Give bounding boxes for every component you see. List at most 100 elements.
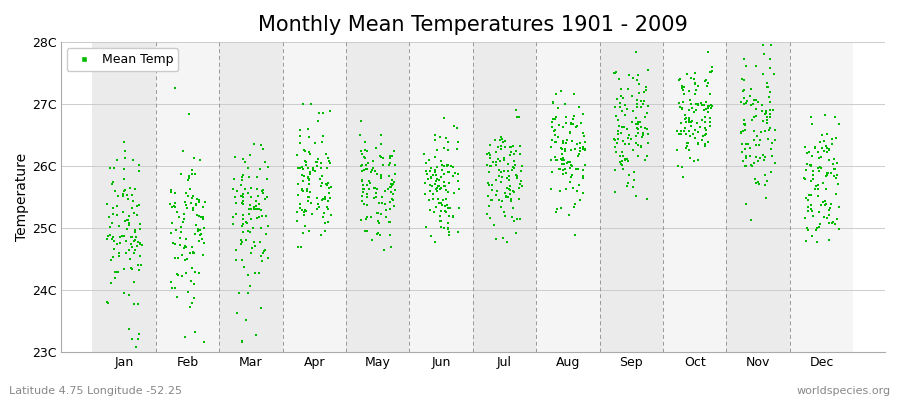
Point [703, 68, 717, 75]
Point [564, 172, 579, 178]
Point [800, 150, 814, 156]
Point [738, 127, 752, 134]
Bar [283, 42, 346, 352]
Point [491, 156, 505, 162]
Point [563, 120, 578, 126]
Point [241, 272, 256, 278]
Point [235, 192, 249, 199]
Point [626, 168, 641, 175]
Point [678, 115, 692, 122]
Point [321, 185, 336, 192]
Point [421, 197, 436, 203]
Point [436, 179, 451, 185]
Point [299, 208, 313, 215]
Point [302, 228, 317, 234]
Point [310, 206, 325, 212]
Point [192, 212, 206, 219]
Point [503, 152, 517, 158]
Point [503, 191, 517, 198]
Point [104, 236, 119, 242]
Point [175, 272, 189, 279]
Point [130, 203, 144, 209]
Point [428, 204, 443, 210]
Point [499, 194, 513, 201]
Point [549, 114, 563, 120]
Point [758, 111, 772, 118]
Point [554, 157, 569, 163]
Point [195, 204, 210, 210]
Point [555, 146, 570, 152]
Point [257, 247, 272, 254]
Point [360, 194, 374, 200]
Point [384, 153, 399, 160]
Point [806, 120, 820, 127]
Point [501, 176, 516, 183]
Point [824, 220, 839, 226]
Point [484, 163, 499, 170]
Point [688, 91, 703, 98]
Point [428, 132, 443, 139]
Point [388, 171, 402, 177]
Point [441, 139, 455, 145]
Point [291, 192, 305, 198]
Point [260, 164, 274, 170]
Point [677, 83, 691, 90]
Point [428, 181, 442, 187]
Point [618, 112, 633, 118]
Point [376, 162, 391, 168]
Point [575, 144, 590, 150]
Point [701, 108, 716, 115]
Point [734, 141, 749, 147]
Point [548, 138, 562, 145]
Point [805, 208, 819, 214]
Point [320, 204, 334, 210]
Point [797, 143, 812, 150]
Point [822, 156, 836, 163]
Point [132, 168, 147, 174]
Point [637, 98, 652, 104]
Point [744, 86, 759, 92]
Point [677, 128, 691, 134]
Point [236, 191, 250, 198]
Point [373, 153, 387, 159]
Point [302, 181, 316, 187]
Point [122, 326, 136, 333]
Point [704, 69, 718, 75]
Point [559, 186, 573, 192]
Point [823, 212, 837, 218]
Point [168, 241, 183, 247]
Point [164, 278, 178, 285]
Point [254, 207, 268, 214]
Point [252, 206, 266, 212]
Point [196, 225, 211, 231]
Point [428, 172, 443, 178]
Point [566, 116, 580, 122]
Point [763, 89, 778, 95]
Point [423, 182, 437, 188]
Point [419, 170, 434, 177]
Point [241, 227, 256, 234]
Point [362, 178, 376, 184]
Point [165, 220, 179, 226]
Point [829, 216, 843, 223]
Point [187, 280, 202, 287]
Point [176, 148, 191, 154]
Point [429, 185, 444, 191]
Point [827, 156, 842, 162]
Point [428, 169, 442, 176]
Point [554, 88, 568, 94]
Point [122, 220, 137, 226]
Point [386, 148, 400, 154]
Point [248, 242, 263, 249]
Point [760, 80, 774, 86]
Point [236, 198, 250, 204]
Point [115, 208, 130, 215]
Point [356, 189, 371, 196]
Point [556, 124, 571, 130]
Point [359, 202, 374, 208]
Point [294, 186, 309, 193]
Point [685, 104, 699, 111]
Point [422, 188, 436, 194]
Point [438, 183, 453, 189]
Point [813, 164, 827, 170]
